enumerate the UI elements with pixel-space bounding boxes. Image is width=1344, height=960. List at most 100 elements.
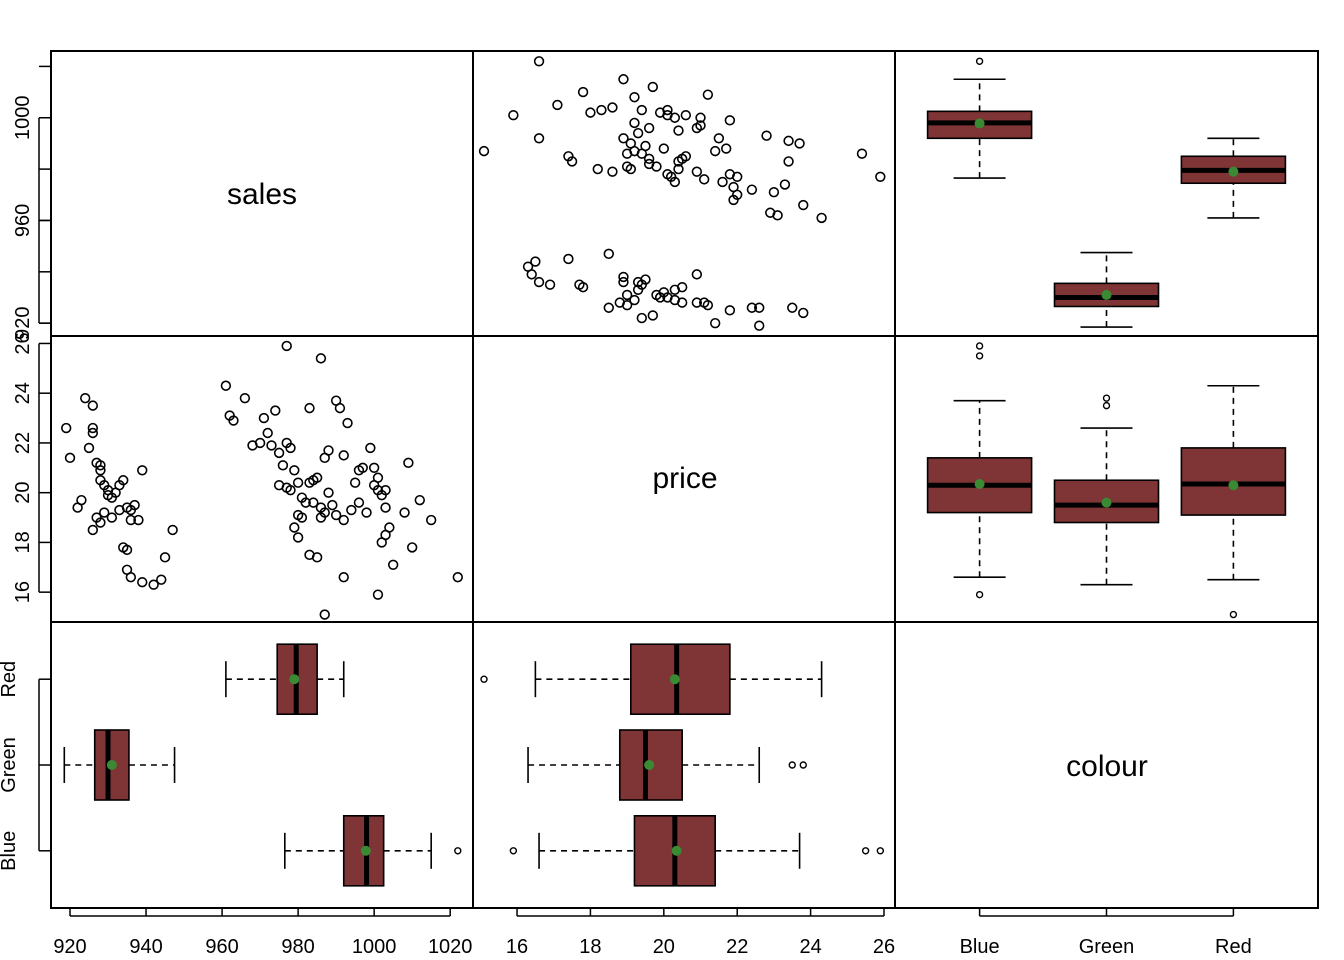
diag-label-sales: sales — [227, 178, 297, 211]
mean-point-sales-Green — [1101, 289, 1112, 300]
outlier-price-Green-1 — [799, 761, 807, 769]
y-tick-label-price-3: 22 — [12, 432, 34, 454]
scatter-point-sales-price-48 — [220, 380, 232, 391]
scatter-point-sales-price-85 — [95, 460, 106, 471]
scatter-point-sales-price-70 — [296, 512, 308, 523]
outlier-price-Green-0 — [1102, 401, 1111, 410]
scatter-point-price-sales-46 — [680, 109, 692, 121]
scatter-point-sales-price-23 — [361, 507, 372, 518]
scatter-point-price-sales-10 — [856, 148, 868, 159]
scatter-point-sales-price-97 — [99, 507, 110, 518]
x-tick-label-colour-2: Red — [1215, 936, 1252, 958]
scatter-point-price-sales-98 — [621, 289, 633, 301]
y-tick-label-sales-0: 920 — [12, 306, 34, 339]
scatter-point-price-sales-27 — [585, 107, 596, 118]
scatter-point-price-sales-28 — [596, 104, 607, 116]
y-tick-label-price-5: 26 — [12, 332, 34, 354]
scatter-point-price-sales-114 — [691, 269, 703, 280]
scatter-point-sales-price-109 — [137, 577, 148, 588]
panel-frame-0-1 — [472, 50, 896, 337]
scatter-point-sales-price-110 — [148, 579, 159, 590]
scatter-point-price-sales-110 — [522, 261, 534, 272]
mean-point-sales-Green — [106, 760, 117, 770]
mean-point-price-Green — [644, 760, 655, 770]
scatter-point-sales-price-73 — [330, 509, 342, 521]
y-tick-label-colour-1: Green — [0, 737, 20, 793]
scatter-point-price-sales-97 — [629, 294, 640, 306]
scatter-point-price-sales-64 — [643, 158, 655, 170]
scatter-point-price-sales-24 — [643, 122, 655, 134]
scatter-point-price-sales-40 — [592, 163, 603, 175]
scatter-point-sales-price-59 — [285, 442, 296, 454]
box-price-Red — [629, 643, 731, 716]
scatter-point-price-sales-11 — [875, 171, 886, 183]
scatter-point-price-sales-85 — [698, 297, 710, 308]
scatter-point-sales-price-28 — [380, 529, 391, 541]
mean-point-price-Green — [1101, 497, 1112, 508]
scatter-point-sales-price-106 — [121, 544, 133, 556]
scatter-point-sales-price-46 — [372, 472, 384, 483]
scatter-point-price-sales-34 — [658, 143, 670, 154]
scatter-point-sales-price-102 — [129, 499, 140, 511]
scatter-point-price-sales-51 — [765, 207, 776, 218]
x-tick-label-sales-1: 940 — [129, 936, 162, 958]
x-tick-label-price-4: 24 — [799, 936, 821, 958]
outlier-price-Blue-2 — [975, 342, 984, 350]
y-tick-label-price-4: 24 — [12, 382, 34, 404]
mean-point-sales-Blue — [360, 845, 371, 856]
scatter-point-price-sales-56 — [717, 176, 728, 188]
scatter-point-price-sales-107 — [544, 279, 556, 290]
outlier-sales-Blue-0 — [454, 847, 462, 855]
scatter-point-price-sales-112 — [563, 253, 574, 265]
mean-point-price-Blue — [671, 845, 682, 856]
scatter-point-price-sales-16 — [783, 135, 794, 147]
scatter-point-price-sales-103 — [618, 271, 629, 283]
scatter-point-price-sales-9 — [607, 102, 618, 113]
outlier-price-Blue-1 — [861, 847, 870, 855]
scatter-point-sales-price-47 — [380, 484, 391, 496]
scatter-point-price-sales-25 — [632, 127, 644, 139]
scatter-point-sales-price-108 — [125, 572, 137, 583]
scatter-point-price-sales-111 — [530, 256, 541, 267]
scatter-point-sales-price-37 — [308, 497, 319, 508]
scatter-point-price-sales-18 — [713, 133, 725, 144]
scatter-point-price-sales-96 — [603, 302, 614, 313]
x-tick-label-sales-5: 1020 — [428, 936, 473, 958]
outlier-price-Blue-2 — [876, 847, 885, 855]
scatter-point-sales-price-50 — [239, 392, 251, 404]
scatter-point-price-sales-73 — [625, 138, 636, 149]
scatter-point-price-sales-80 — [787, 302, 798, 313]
scatter-point-sales-price-68 — [285, 484, 296, 496]
scatter-point-price-sales-7 — [629, 92, 640, 103]
scatter-point-price-sales-75 — [709, 317, 721, 329]
outlier-price-Blue-0 — [509, 847, 518, 855]
scatter-point-sales-price-111 — [156, 574, 167, 585]
scatter-point-price-sales-76 — [636, 312, 647, 324]
scatter-point-price-sales-17 — [794, 138, 805, 149]
scatter-point-sales-price-74 — [61, 422, 72, 434]
x-tick-label-colour-1: Green — [1079, 936, 1135, 958]
scatter-point-price-sales-91 — [658, 287, 670, 298]
mean-point-price-Red — [1228, 480, 1239, 491]
scatter-point-sales-price-7 — [399, 507, 410, 518]
scatter-point-price-sales-0 — [533, 56, 545, 67]
scatter-point-price-sales-45 — [695, 112, 706, 123]
scatter-point-price-sales-23 — [629, 117, 640, 129]
scatter-point-price-sales-47 — [662, 104, 673, 116]
scatter-point-price-sales-33 — [673, 156, 684, 167]
scatter-point-price-sales-104 — [618, 276, 629, 288]
scatter-point-price-sales-113 — [603, 248, 614, 260]
scatter-point-price-sales-55 — [779, 179, 791, 190]
scatter-point-price-sales-70 — [621, 161, 633, 172]
mean-point-sales-Blue — [974, 118, 985, 129]
outlier-price-Blue-0 — [975, 590, 984, 599]
scatter-point-sales-price-34 — [323, 487, 334, 498]
scatter-point-sales-price-5 — [403, 457, 414, 469]
scatter-point-sales-price-13 — [365, 442, 376, 454]
y-tick-label-price-2: 20 — [12, 482, 34, 504]
scatter-point-sales-price-61 — [292, 477, 304, 488]
scatter-point-price-sales-6 — [577, 86, 589, 98]
scatter-point-sales-price-1 — [372, 589, 384, 600]
scatter-point-sales-price-15 — [342, 417, 353, 429]
scatter-point-sales-price-60 — [289, 465, 300, 476]
